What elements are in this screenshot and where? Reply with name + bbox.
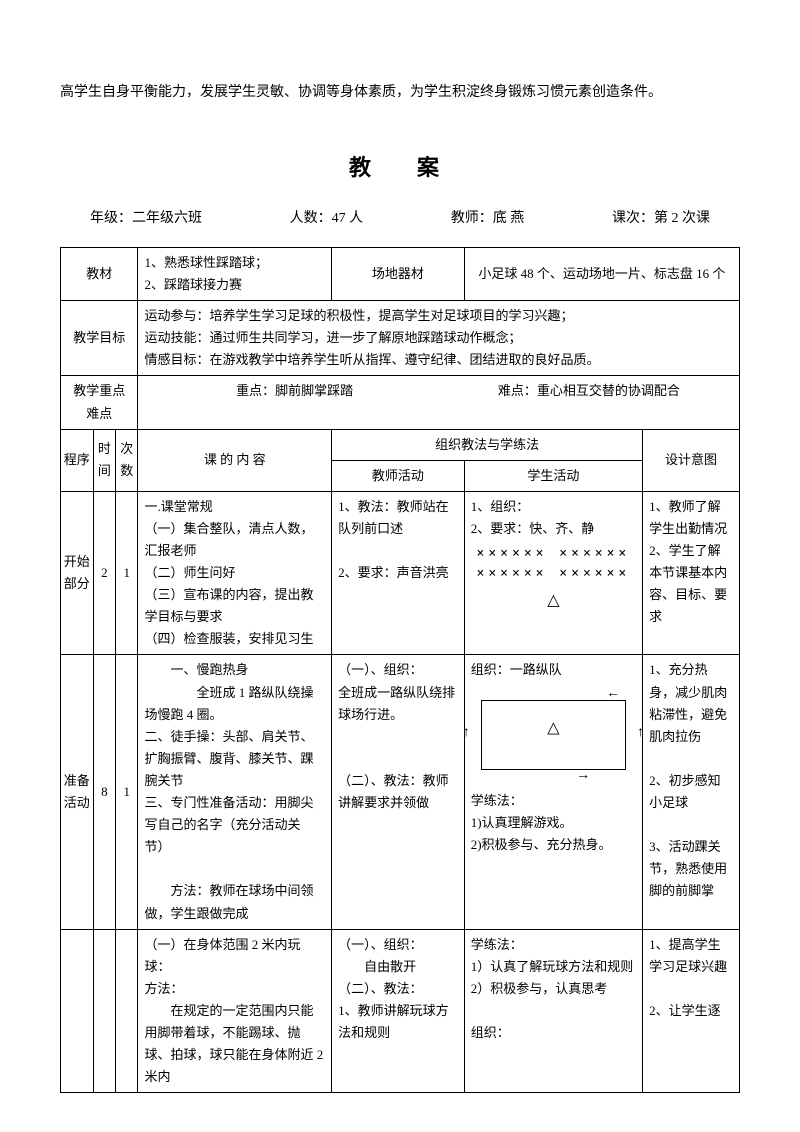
table-row: 程序 时间 次数 课 的 内 容 组织教法与学练法 设计意图 [61,429,740,460]
formation-icon: ×××××× ×××××× ×××××× ×××××× [471,544,636,583]
hdr-student: 学生活动 [464,460,642,491]
arrow-icon: → [576,764,590,788]
student-start: 1、组织： 2、要求：快、齐、静 ×××××× ×××××× ×××××× ××… [464,491,642,655]
arrow-icon: ↑ [463,721,470,745]
triangle-icon: △ [471,587,636,614]
triangle-icon: △ [547,714,559,741]
table-row: 教学重点 难点 重点：脚前脚掌踩踏 难点：重心相互交替的协调配合 [61,376,740,429]
student-prep-post: 学练法： 1)认真理解游戏。 2)积极参与、充分热身。 [471,790,636,856]
student-start-text: 1、组织： 2、要求：快、齐、静 [471,496,636,540]
cell-goal: 运动参与：培养学生学习足球的积极性，提高学生对足球项目的学习兴趣； 运动技能：通… [138,301,740,376]
field-diagram: △ [481,700,626,770]
meta-grade: 年级：二年级六班 [90,206,202,233]
cell-keydiff: 重点：脚前脚掌踩踏 难点：重心相互交替的协调配合 [138,376,740,429]
lesson-plan-table: 教材 1、熟悉球性踩踏球； 2、踩踏球接力赛 场地器材 小足球 48 个、运动场… [60,247,740,1093]
time-prep: 8 [93,655,115,929]
hdr-teacher: 教师活动 [332,460,465,491]
intent-prep: 1、充分热身，减少肌肉粘滞性，避免肌肉拉伤 2、初步感知小足球 3、活动踝关节，… [643,655,740,929]
page-title: 教 案 [60,147,740,189]
hdr-intent: 设计意图 [643,429,740,491]
meta-count: 人数：47 人 [290,206,364,233]
seq-prep: 准备活动 [61,655,94,929]
time-start: 2 [93,491,115,655]
times-start: 1 [116,491,138,655]
key-point: 重点：脚前脚掌踩踏 [144,380,438,402]
hdr-time: 时间 [93,429,115,491]
hdr-content: 课 的 内 容 [138,429,332,491]
arrow-icon: ↑ [637,721,644,745]
times-prep: 1 [116,655,138,929]
cell-equip: 小足球 48 个、运动场地一片、标志盘 16 个 [464,247,739,300]
teacher-start: 1、教法：教师站在队列前口述 2、要求：声音洪亮 [332,491,465,655]
cell-keydiff-label: 教学重点 难点 [61,376,138,429]
content-prep: 一、慢跑热身 全班成 1 路纵队绕操场慢跑 4 圈。 二、徒手操：头部、肩关节、… [138,655,332,929]
content-main: （一）在身体范围 2 米内玩球： 方法： 在规定的一定范围内只能用脚带着球，不能… [138,929,332,1093]
hdr-seq: 程序 [61,429,94,491]
meta-teacher: 教师：底 燕 [451,206,525,233]
intent-main: 1、提高学生学习足球兴趣 2、让学生逐 [643,929,740,1093]
table-row: 准备活动 8 1 一、慢跑热身 全班成 1 路纵队绕操场慢跑 4 圈。 二、徒手… [61,655,740,929]
content-start: 一.课堂常规 （一）集合整队，清点人数，汇报老师 （二）师生问好 （三）宣布课的… [138,491,332,655]
time-main [93,929,115,1093]
student-prep: 组织：一路纵队 ← ↑ △ ↑ → 学练法： 1)认真理解游戏。 2)积极参与、… [464,655,642,929]
seq-main [61,929,94,1093]
intent-start: 1、教师了解学生出勤情况 2、学生了解本节课基本内容、目标、要求 [643,491,740,655]
difficult-point: 难点：重心相互交替的协调配合 [439,380,733,402]
hdr-times: 次数 [116,429,138,491]
times-main [116,929,138,1093]
cell-goal-label: 教学目标 [61,301,138,376]
student-main: 学练法： 1）认真了解玩球方法和规则 2）积极参与，认真思考 组织： [464,929,642,1093]
meta-row: 年级：二年级六班 人数：47 人 教师：底 燕 课次：第 2 次课 [60,206,740,247]
table-row: 教材 1、熟悉球性踩踏球； 2、踩踏球接力赛 场地器材 小足球 48 个、运动场… [61,247,740,300]
table-row: （一）在身体范围 2 米内玩球： 方法： 在规定的一定范围内只能用脚带着球，不能… [61,929,740,1093]
table-row: 开始部分 2 1 一.课堂常规 （一）集合整队，清点人数，汇报老师 （二）师生问… [61,491,740,655]
seq-start: 开始部分 [61,491,94,655]
intro-text: 高学生自身平衡能力，发展学生灵敏、协调等身体素质，为学生积淀终身锻炼习惯元素创造… [60,80,740,107]
cell-equip-label: 场地器材 [332,247,465,300]
cell-material: 1、熟悉球性踩踏球； 2、踩踏球接力赛 [138,247,332,300]
teacher-main: （一）、组织： 自由散开 （二）、教法： 1、教师讲解玩球方法和规则 [332,929,465,1093]
table-row: 教学目标 运动参与：培养学生学习足球的积极性，提高学生对足球项目的学习兴趣； 运… [61,301,740,376]
hdr-org: 组织教法与学练法 [332,429,643,460]
cell-material-label: 教材 [61,247,138,300]
meta-lesson: 课次：第 2 次课 [612,206,710,233]
student-prep-pre: 组织：一路纵队 [471,659,636,681]
teacher-prep: （一）、组织： 全班成一路纵队绕排球场行进。 （二）、教法：教师讲解要求并领做 [332,655,465,929]
